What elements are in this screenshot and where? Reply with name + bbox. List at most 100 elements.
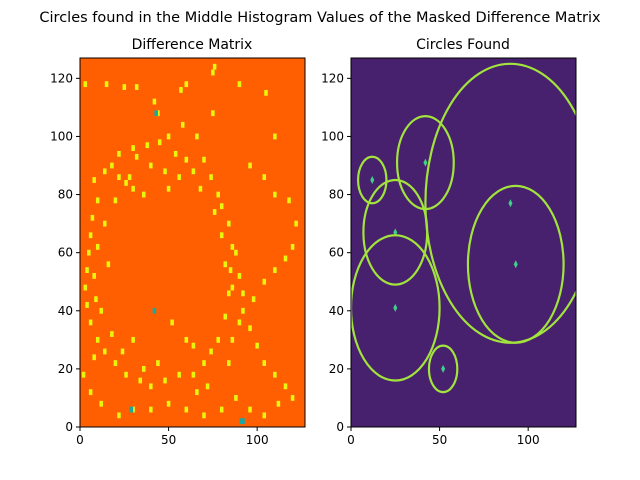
speck-mark	[177, 371, 181, 378]
speck-mark	[166, 400, 171, 407]
y-tick-label: 60	[58, 246, 73, 260]
speck-mark	[273, 371, 277, 378]
speck-mark	[85, 267, 89, 274]
speck-mark	[294, 220, 298, 227]
speck-mark	[255, 342, 259, 349]
speck-mark	[216, 336, 220, 343]
speck-mark	[276, 400, 281, 407]
found-circle	[427, 344, 459, 394]
speck-mark	[149, 383, 153, 390]
speck-mark	[117, 174, 121, 181]
difference-matrix-title: Difference Matrix	[132, 37, 253, 53]
speck-mark	[104, 81, 109, 88]
speck-mark	[191, 168, 196, 175]
speck-mark	[209, 174, 213, 181]
circles-found-circles	[351, 62, 576, 394]
speck-mark	[227, 360, 231, 366]
speck-mark	[180, 121, 185, 128]
y-tick-label: 120	[321, 71, 344, 85]
speck-mark	[173, 150, 178, 157]
x-tick-label: 0	[347, 433, 355, 447]
speck-mark	[227, 220, 231, 227]
speck-mark	[95, 197, 100, 204]
speck-mark	[230, 336, 235, 343]
difference-matrix-y-axis: 0 20 40 60 80 100 120	[50, 71, 80, 434]
speck-mark	[219, 203, 224, 210]
circles-found-plot: Circles Found 0 50 100 0 20 40 60 80 100 120	[321, 37, 577, 447]
speck-mark	[283, 255, 288, 262]
y-tick-label: 120	[50, 71, 73, 85]
speck-mark	[131, 406, 135, 413]
circles-found-x-axis: 0 50 100	[347, 427, 540, 447]
outlier-mark	[129, 406, 134, 413]
speck-mark	[198, 185, 203, 192]
speck-mark	[92, 273, 96, 279]
speck-mark	[95, 336, 100, 343]
speck-mark	[209, 348, 213, 355]
y-tick-label: 0	[65, 420, 73, 434]
speck-mark	[237, 319, 242, 326]
speck-mark	[124, 180, 128, 186]
speck-mark	[113, 197, 118, 204]
speck-mark	[205, 383, 210, 390]
speck-mark	[88, 389, 93, 396]
speck-mark	[195, 389, 199, 396]
circles-found-y-axis: 0 20 40 60 80 100 120	[321, 71, 351, 434]
speck-mark	[184, 156, 189, 163]
speck-mark	[228, 267, 233, 274]
speck-mark	[223, 313, 228, 320]
speck-mark	[216, 191, 220, 198]
speck-mark	[219, 232, 224, 239]
speck-mark	[184, 81, 189, 88]
speck-mark	[110, 331, 114, 337]
outlier-mark	[152, 307, 157, 314]
speck-mark	[211, 69, 215, 76]
speck-mark	[95, 243, 100, 250]
speck-mark	[92, 354, 96, 361]
speck-mark	[88, 232, 93, 239]
speck-mark	[124, 371, 128, 378]
outlier-mark	[241, 418, 245, 425]
circle-center-marker	[423, 158, 428, 167]
speck-mark	[127, 174, 132, 181]
speck-mark	[264, 89, 268, 96]
y-tick-label: 40	[58, 304, 73, 318]
speck-mark	[241, 307, 245, 314]
speck-mark	[166, 185, 171, 192]
speck-mark	[103, 168, 107, 175]
speck-mark	[170, 319, 174, 326]
circle-group	[351, 62, 576, 394]
y-tick-label: 100	[50, 129, 73, 143]
speck-mark	[142, 365, 146, 372]
circle-center-marker	[513, 260, 518, 269]
speck-mark	[90, 214, 95, 221]
speck-mark	[145, 142, 150, 149]
speck-mark	[163, 168, 167, 175]
speck-mark	[117, 150, 121, 157]
speck-mark	[83, 81, 88, 88]
speck-mark	[262, 412, 267, 419]
circle-center-marker	[370, 176, 375, 185]
x-tick-label: 100	[517, 433, 540, 447]
speck-mark	[262, 360, 267, 366]
speck-mark	[262, 278, 267, 285]
speck-mark	[87, 249, 91, 256]
speck-mark	[212, 209, 217, 215]
y-tick-label: 60	[329, 246, 344, 260]
speck-mark	[157, 139, 162, 146]
speck-mark	[149, 406, 153, 413]
speck-mark	[92, 177, 96, 183]
speck-mark	[191, 342, 196, 349]
speck-mark	[134, 153, 139, 160]
speck-mark	[202, 412, 206, 419]
speck-mark	[163, 377, 167, 384]
speck-mark	[287, 197, 291, 204]
speck-mark	[234, 249, 238, 256]
speck-mark	[120, 348, 125, 355]
speck-mark	[262, 174, 267, 181]
speck-mark	[149, 162, 153, 169]
circles-found-background	[351, 58, 576, 427]
difference-matrix-plot: Difference Matrix 0 50 100 0 20 40 60 80 100 120	[50, 37, 306, 447]
speck-mark	[177, 174, 181, 181]
